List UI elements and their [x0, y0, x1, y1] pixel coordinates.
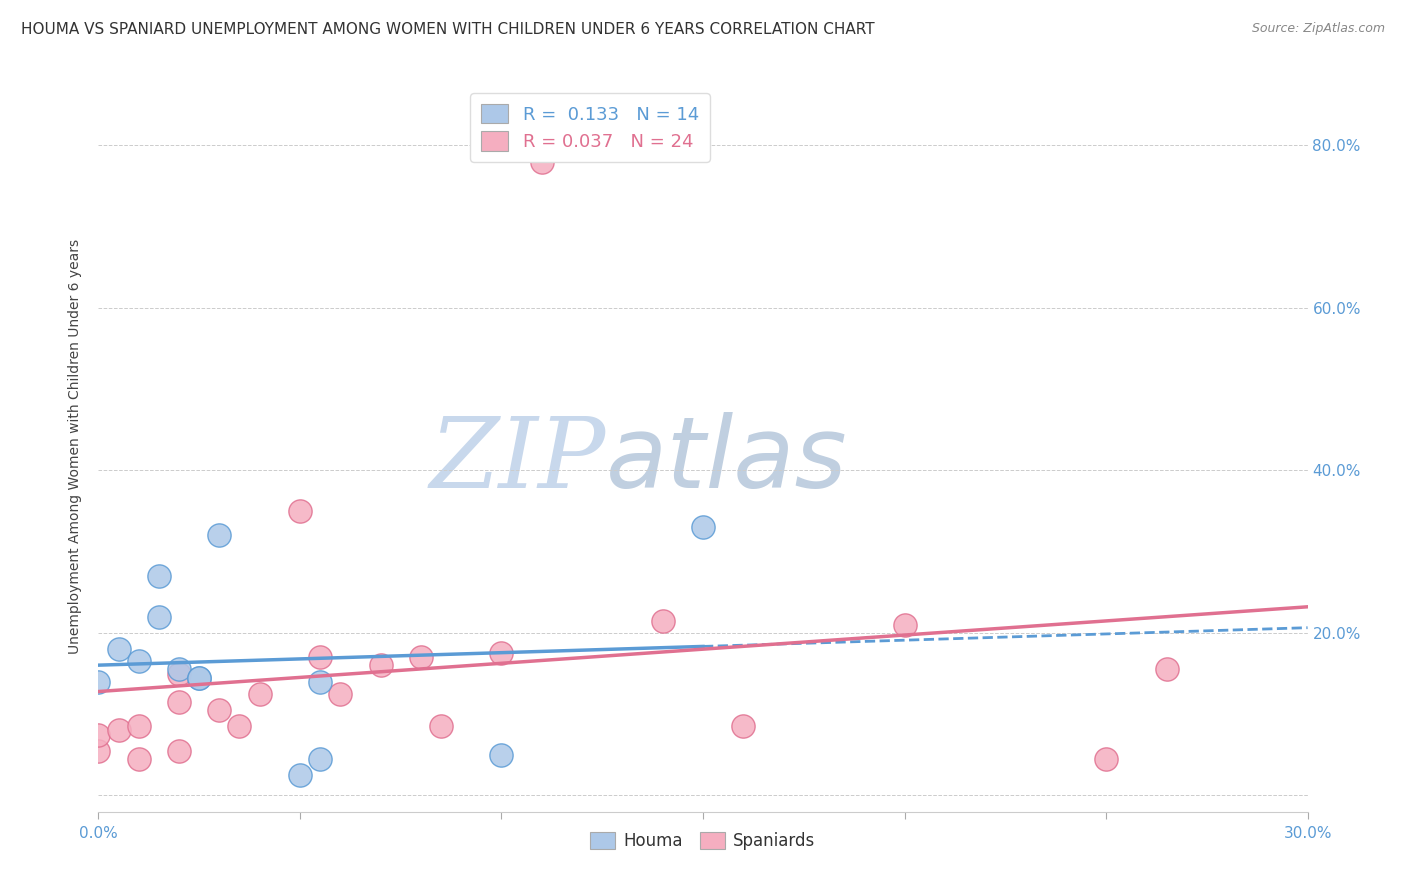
Point	[288, 504, 311, 518]
Text: Source: ZipAtlas.com: Source: ZipAtlas.com	[1251, 22, 1385, 36]
Point	[309, 674, 332, 689]
Point	[249, 687, 271, 701]
Point	[491, 747, 513, 762]
Y-axis label: Unemployment Among Women with Children Under 6 years: Unemployment Among Women with Children U…	[69, 238, 83, 654]
Point	[128, 719, 150, 733]
Point	[491, 646, 513, 660]
Point	[733, 719, 755, 733]
Legend: Houma, Spaniards: Houma, Spaniards	[582, 823, 824, 858]
Point	[188, 671, 211, 685]
Point	[1095, 752, 1118, 766]
Point	[893, 617, 915, 632]
Point	[651, 614, 673, 628]
Point	[167, 695, 190, 709]
Text: HOUMA VS SPANIARD UNEMPLOYMENT AMONG WOMEN WITH CHILDREN UNDER 6 YEARS CORRELATI: HOUMA VS SPANIARD UNEMPLOYMENT AMONG WOM…	[21, 22, 875, 37]
Point	[288, 768, 311, 782]
Text: atlas: atlas	[606, 412, 848, 509]
Point	[530, 154, 553, 169]
Point	[87, 727, 110, 741]
Point	[309, 650, 332, 665]
Point	[309, 752, 332, 766]
Point	[107, 723, 129, 738]
Point	[692, 520, 714, 534]
Point	[87, 744, 110, 758]
Point	[107, 642, 129, 657]
Point	[208, 528, 231, 542]
Point	[167, 663, 190, 677]
Point	[329, 687, 352, 701]
Point	[148, 569, 170, 583]
Point	[87, 674, 110, 689]
Point	[128, 752, 150, 766]
Point	[430, 719, 453, 733]
Point	[188, 671, 211, 685]
Point	[1156, 663, 1178, 677]
Point	[148, 609, 170, 624]
Text: ZIP: ZIP	[430, 413, 606, 508]
Point	[370, 658, 392, 673]
Point	[167, 744, 190, 758]
Point	[128, 654, 150, 668]
Point	[167, 666, 190, 681]
Point	[409, 650, 432, 665]
Point	[228, 719, 250, 733]
Point	[208, 703, 231, 717]
